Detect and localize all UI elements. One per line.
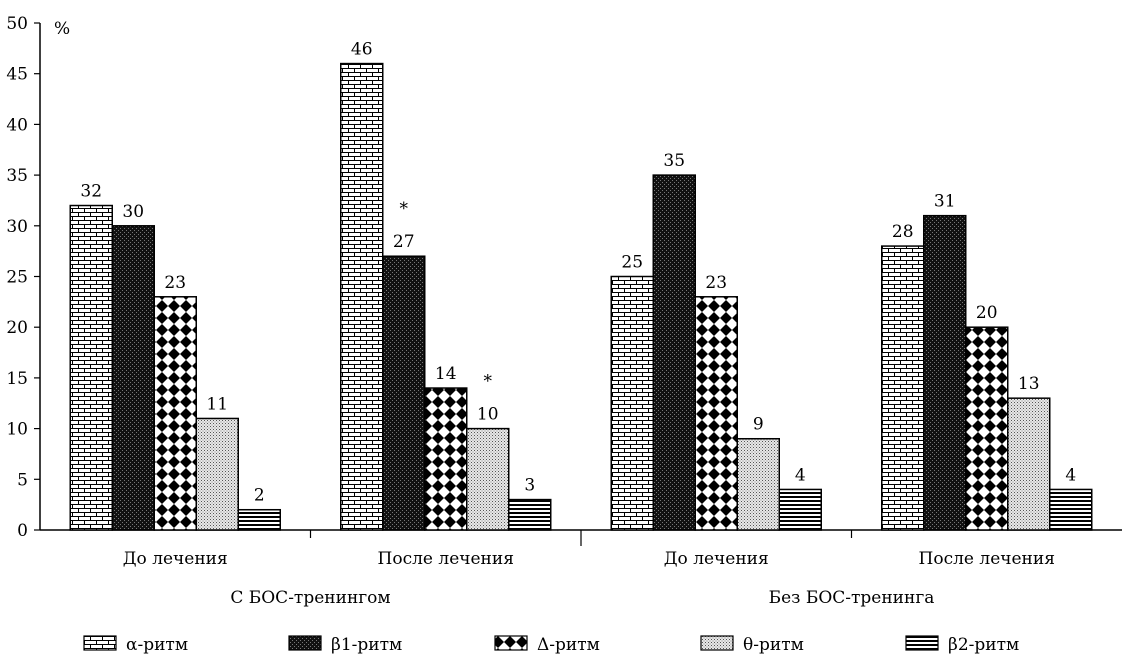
significance-mark: * <box>400 199 409 219</box>
bar-value-label: 32 <box>80 182 102 202</box>
bar-h-lines <box>1049 488 1093 531</box>
bar-diamond <box>424 387 468 531</box>
bar-value-label: 23 <box>164 273 186 293</box>
legend-swatch-dots <box>700 635 734 651</box>
bar-value-label: 28 <box>892 222 914 242</box>
y-tick-label: 40 <box>6 115 28 135</box>
bar-value-label: 4 <box>795 465 806 485</box>
bar-value-label: 27 <box>393 232 415 252</box>
y-tick-label: 50 <box>6 14 28 34</box>
group-label: С БОС-тренингом <box>230 588 390 608</box>
legend-swatch-diamond <box>494 635 528 651</box>
bar-h-lines <box>237 508 281 531</box>
labels: 32 30 23 11 2 До лечения 46 27 * 14 10 * 3 После лече… <box>80 40 1076 608</box>
bar-value-label: 4 <box>1065 465 1076 485</box>
bar-dots <box>466 427 510 531</box>
bar-dots <box>1007 397 1051 531</box>
bar-value-label: 46 <box>351 40 373 60</box>
y-tick-label: 10 <box>6 420 28 440</box>
significance-mark: * <box>484 372 493 392</box>
bar-brick <box>610 275 654 531</box>
bar-dark-check <box>111 225 155 531</box>
y-tick-label: 25 <box>6 268 28 288</box>
bar-value-label: 25 <box>621 253 643 273</box>
category-label: После лечения <box>378 549 514 569</box>
y-unit-label: % <box>54 19 70 39</box>
y-tick-label: 15 <box>6 369 28 389</box>
bar-brick <box>69 204 113 531</box>
bar-diamond <box>153 296 197 531</box>
bar-dark-check <box>382 255 426 531</box>
y-tick-label: 35 <box>6 166 28 186</box>
bar-dots <box>736 437 780 531</box>
y-tick-label: 45 <box>6 65 28 85</box>
legend-label: β1-ритм <box>331 635 402 655</box>
y-tick-label: 0 <box>17 521 28 541</box>
bar-value-label: 2 <box>254 486 265 506</box>
category-label: До лечения <box>664 549 769 569</box>
legend-swatch-brick <box>83 635 117 651</box>
y-tick-label: 20 <box>6 318 28 338</box>
category-label: После лечения <box>919 549 1055 569</box>
legend-swatch-dark-check <box>288 635 322 651</box>
category-label: До лечения <box>123 549 228 569</box>
bar-brick <box>881 245 925 531</box>
legend: α-ритм β1-ритм Δ-ритм θ-ритм β2-ритм <box>83 635 1019 655</box>
group-label: Без БОС-тренинга <box>769 588 935 608</box>
bar-value-label: 14 <box>435 364 457 384</box>
bar-value-label: 31 <box>934 192 956 212</box>
bar-value-label: 20 <box>976 303 998 323</box>
legend-label: θ-ритм <box>743 635 804 655</box>
bar-diamond <box>965 326 1009 531</box>
bar-value-label: 11 <box>206 394 228 414</box>
bar-value-label: 35 <box>663 151 685 171</box>
bar-diamond <box>694 296 738 531</box>
legend-label: α-ритм <box>126 635 188 655</box>
bar-dark-check <box>652 174 696 531</box>
bar-value-label: 3 <box>524 476 535 496</box>
bar-dots <box>195 417 239 531</box>
legend-swatch-h-lines <box>905 635 939 651</box>
bar-value-label: 30 <box>122 202 144 222</box>
bar-h-lines <box>508 498 552 531</box>
bar-h-lines <box>778 488 822 531</box>
legend-label: Δ-ритм <box>537 635 600 655</box>
bars <box>69 62 1093 531</box>
y-tick-label: 30 <box>6 217 28 237</box>
bar-value-label: 13 <box>1018 374 1040 394</box>
bar-value-label: 23 <box>705 273 727 293</box>
bar-dark-check <box>923 214 967 531</box>
legend-label: β2-ритм <box>948 635 1019 655</box>
bar-brick <box>340 62 384 531</box>
bar-value-label: 10 <box>477 405 499 425</box>
y-tick-label: 5 <box>17 470 28 490</box>
bar-value-label: 9 <box>753 415 764 435</box>
